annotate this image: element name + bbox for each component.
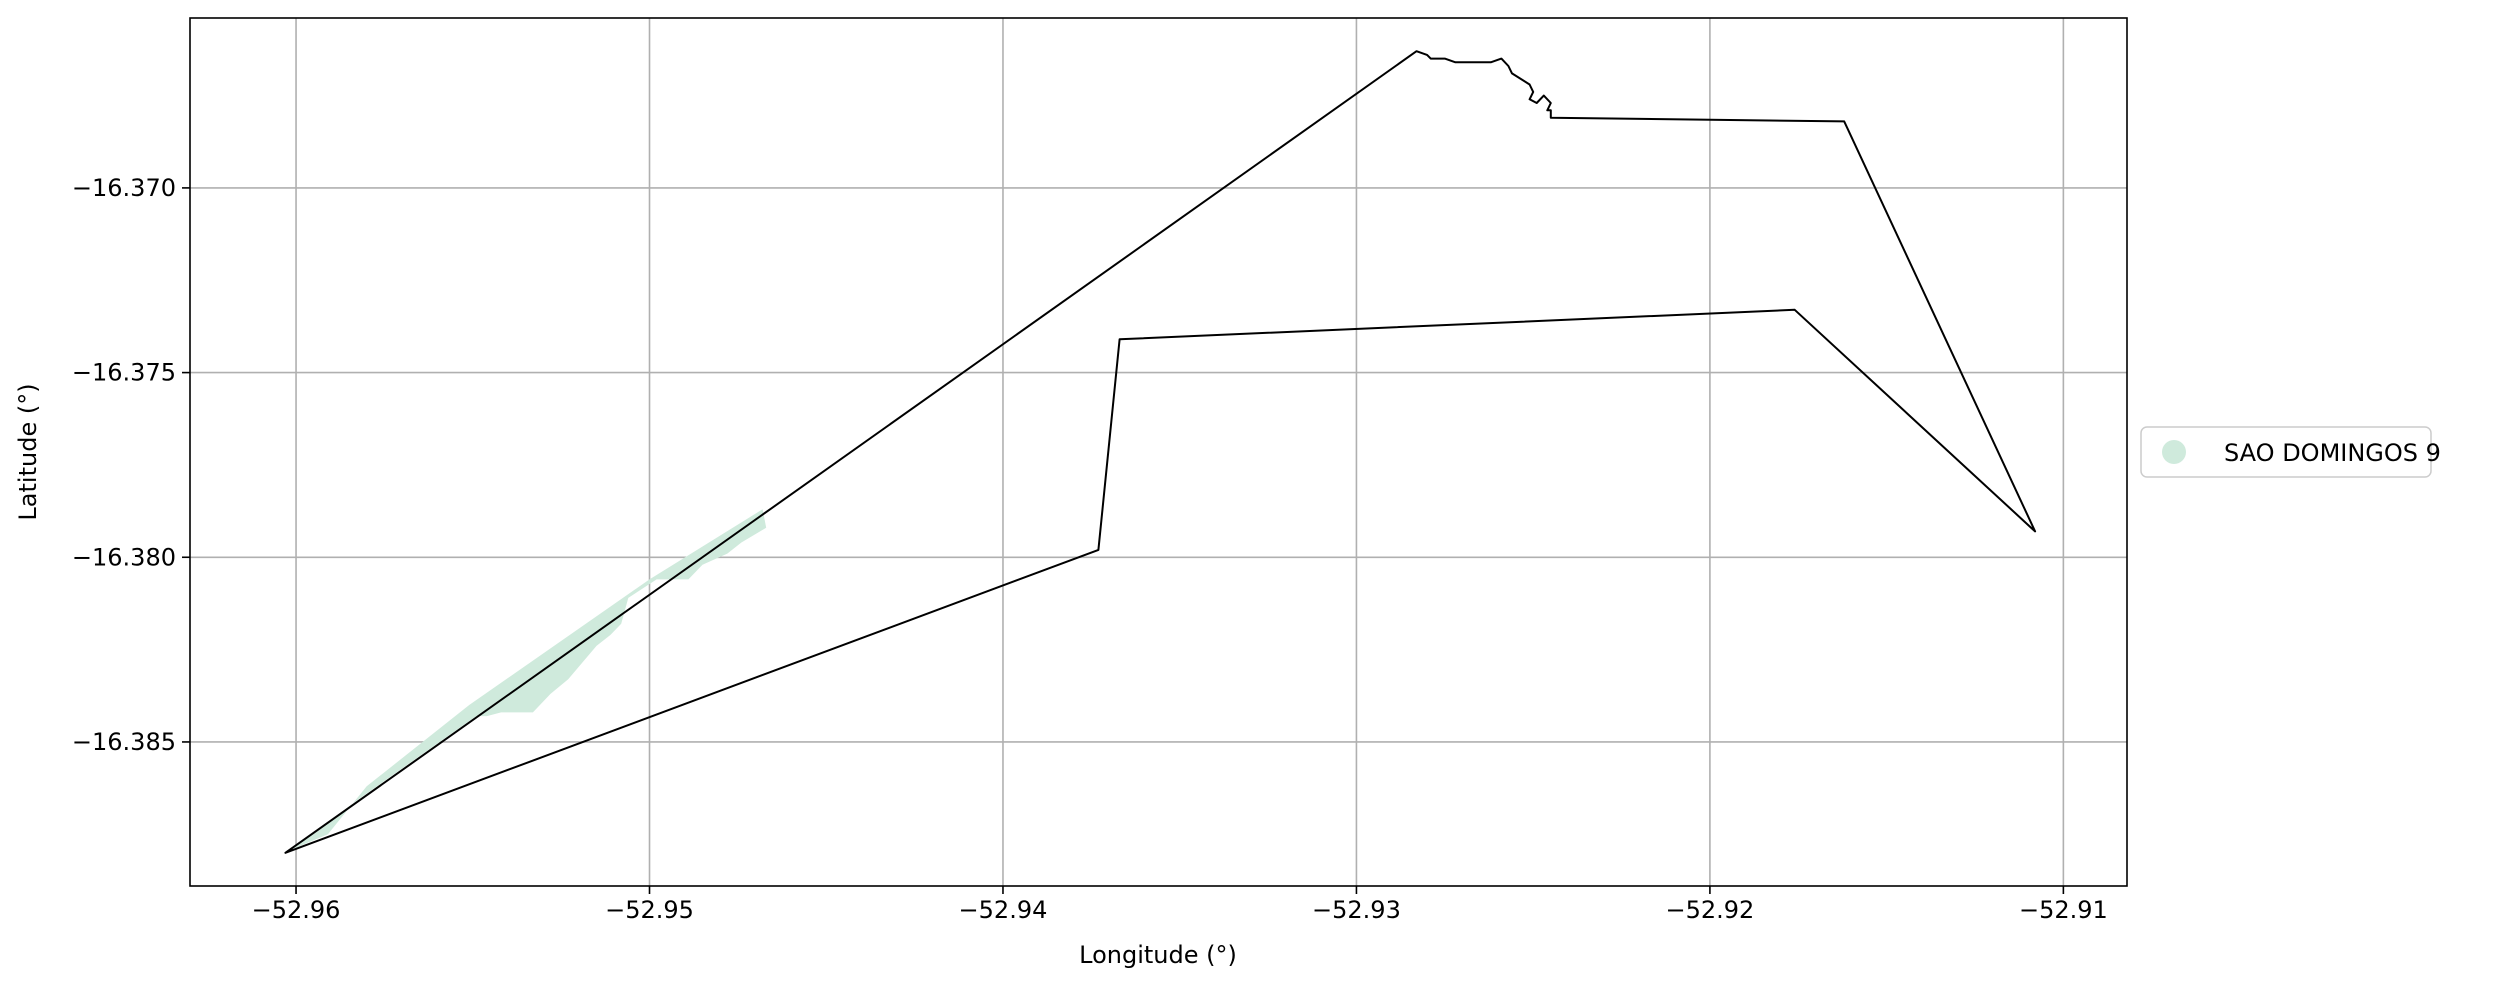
y-axis-ticks: −16.370 −16.375 −16.380 −16.385 (72, 174, 190, 756)
plot-frame (189, 17, 2128, 887)
x-tick-label: −52.96 (252, 896, 341, 924)
x-tick-label: −52.95 (605, 896, 694, 924)
legend-marker-icon (2162, 440, 2186, 464)
x-tick-label: −52.91 (2019, 896, 2108, 924)
legend-label: SAO DOMINGOS 9 (2224, 439, 2441, 467)
x-axis-ticks: −52.96 −52.95 −52.94 −52.93 −52.92 −52.91 (252, 886, 2108, 924)
grid (190, 18, 2127, 886)
y-tick-label: −16.380 (72, 543, 176, 571)
y-tick-label: −16.385 (72, 728, 176, 756)
x-tick-label: −52.94 (959, 896, 1048, 924)
y-tick-label: −16.370 (72, 174, 176, 202)
x-tick-label: −52.92 (1665, 896, 1754, 924)
x-axis-label: Longitude (°) (1079, 941, 1237, 969)
y-axis-label: Latitude (°) (14, 383, 42, 520)
legend: SAO DOMINGOS 9 (2140, 426, 2441, 478)
y-tick-label: −16.375 (72, 359, 176, 387)
boundary-layer (284, 50, 2037, 854)
legend-frame (2140, 426, 2432, 478)
x-tick-label: −52.93 (1312, 896, 1401, 924)
property-boundary (284, 50, 2037, 854)
